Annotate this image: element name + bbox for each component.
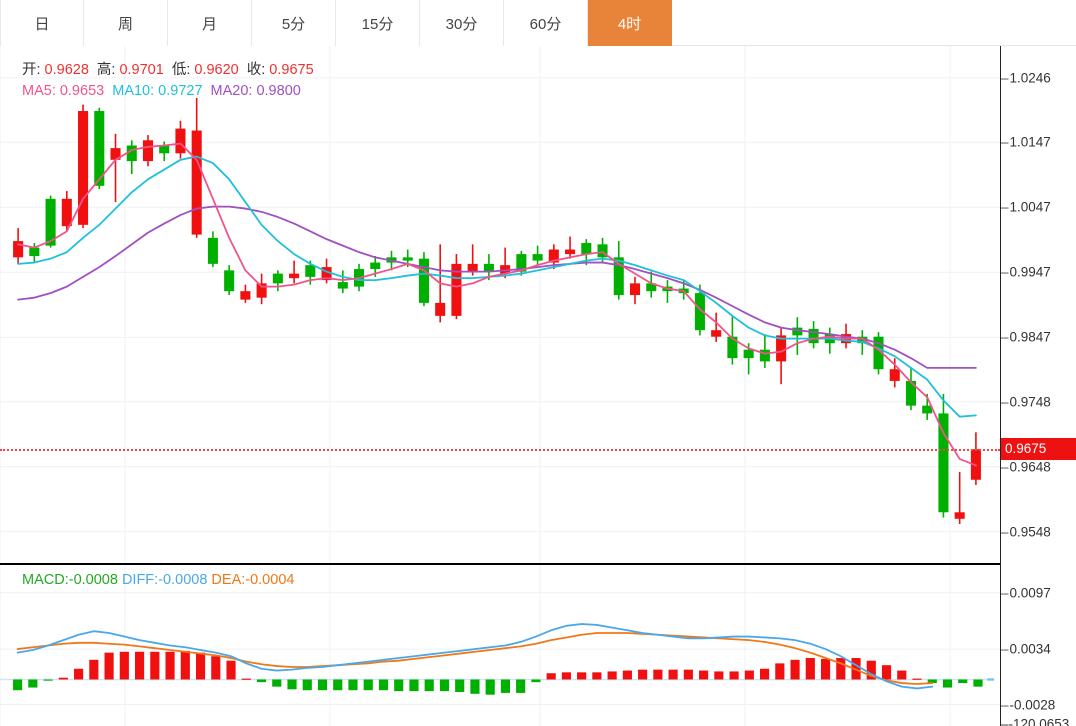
price-tick-label: –1.0147 bbox=[1001, 134, 1051, 150]
macd-value: -0.0008 bbox=[68, 572, 118, 588]
dea-value: -0.0004 bbox=[245, 572, 295, 588]
tab-label: 15分 bbox=[361, 15, 394, 33]
diff-value: -0.0008 bbox=[158, 572, 208, 588]
ohlc-row: 开: 0.9628 高: 0.9701 低: 0.9620 收: 0.9675 bbox=[22, 60, 318, 81]
close-value: 0.9675 bbox=[269, 62, 314, 78]
ohlc-legend: 开: 0.9628 高: 0.9701 低: 0.9620 收: 0.9675 MA5:… bbox=[22, 60, 318, 102]
price-tick-label: –0.9748 bbox=[1001, 394, 1051, 410]
macd-plot bbox=[0, 565, 1000, 726]
tab-label: 日 bbox=[34, 15, 50, 33]
high-label: 高: bbox=[96, 62, 116, 78]
ma10-value: 0.9727 bbox=[158, 83, 203, 99]
ma5-value: 0.9653 bbox=[59, 83, 105, 99]
ma-row: MA5: 0.9653 MA10: 0.9727 MA20: 0.9800 bbox=[22, 81, 318, 102]
price-tick-label: –0.9847 bbox=[1001, 329, 1051, 345]
tab-30min[interactable]: 30分 bbox=[420, 0, 504, 46]
ma20-value: 0.9800 bbox=[256, 83, 301, 99]
y-axis: –1.0246 –1.0147 –1.0047 –0.9947 –0.9847 –0.97… bbox=[1001, 46, 1076, 726]
tab-month[interactable]: 月 bbox=[168, 0, 252, 46]
dea-label: DEA: bbox=[211, 572, 246, 588]
macd-label: MACD: bbox=[22, 572, 69, 588]
ma5-label: MA5: bbox=[22, 83, 56, 99]
tab-15min[interactable]: 15分 bbox=[336, 0, 420, 46]
high-value: 0.9701 bbox=[119, 62, 164, 78]
macd-svg bbox=[0, 565, 1000, 726]
current-price-badge: 0.9675 bbox=[1001, 438, 1076, 461]
tab-label: 周 bbox=[117, 15, 133, 33]
close-label: 收: bbox=[246, 62, 266, 78]
macd-tick-label: –-0.0028 bbox=[1001, 697, 1056, 713]
open-value: 0.9628 bbox=[44, 62, 89, 78]
price-svg bbox=[0, 46, 1000, 563]
macd-tick-label: –0.0097 bbox=[1001, 585, 1051, 601]
chart-canvas: 开: 0.9628 高: 0.9701 低: 0.9620 收: 0.9675 MA5:… bbox=[0, 46, 1076, 726]
tab-day[interactable]: 日 bbox=[0, 0, 84, 46]
low-label: 低: bbox=[171, 62, 191, 78]
macd-legend: MACD:-0.0008 DIFF:-0.0008 DEA:-0.0004 bbox=[22, 572, 294, 588]
current-price-line bbox=[0, 449, 1000, 452]
price-tick-label: –0.9548 bbox=[1001, 524, 1051, 540]
price-tick-label: –0.9648 bbox=[1001, 459, 1051, 475]
tab-label: 60分 bbox=[529, 15, 562, 33]
tab-label: 5分 bbox=[281, 15, 306, 33]
clipped-axis-label: –-120.0653 bbox=[1001, 716, 1070, 726]
tab-label: 月 bbox=[201, 15, 217, 33]
axis-separator bbox=[1000, 46, 1001, 726]
tab-bar-filler bbox=[672, 0, 1076, 45]
price-plot bbox=[0, 46, 1000, 563]
ma10-label: MA10: bbox=[112, 83, 155, 99]
tab-5min[interactable]: 5分 bbox=[252, 0, 336, 46]
price-tick-label: –1.0246 bbox=[1001, 70, 1051, 86]
ma20-label: MA20: bbox=[210, 83, 253, 99]
macd-tick-label: –0.0034 bbox=[1001, 641, 1051, 657]
tab-label: 4时 bbox=[617, 15, 642, 33]
price-tick-label: –0.9947 bbox=[1001, 264, 1051, 280]
period-tab-bar: 日 周 月 5分 15分 30分 60分 4时 bbox=[0, 0, 1076, 46]
low-value: 0.9620 bbox=[194, 62, 239, 78]
tab-week[interactable]: 周 bbox=[84, 0, 168, 46]
tab-60min[interactable]: 60分 bbox=[504, 0, 588, 46]
price-tick-label: –1.0047 bbox=[1001, 199, 1051, 215]
tab-4hour[interactable]: 4时 bbox=[588, 0, 672, 46]
tab-label: 30分 bbox=[445, 15, 478, 33]
diff-label: DIFF: bbox=[121, 572, 159, 588]
open-label: 开: bbox=[22, 62, 41, 78]
panel-divider bbox=[0, 563, 1000, 565]
